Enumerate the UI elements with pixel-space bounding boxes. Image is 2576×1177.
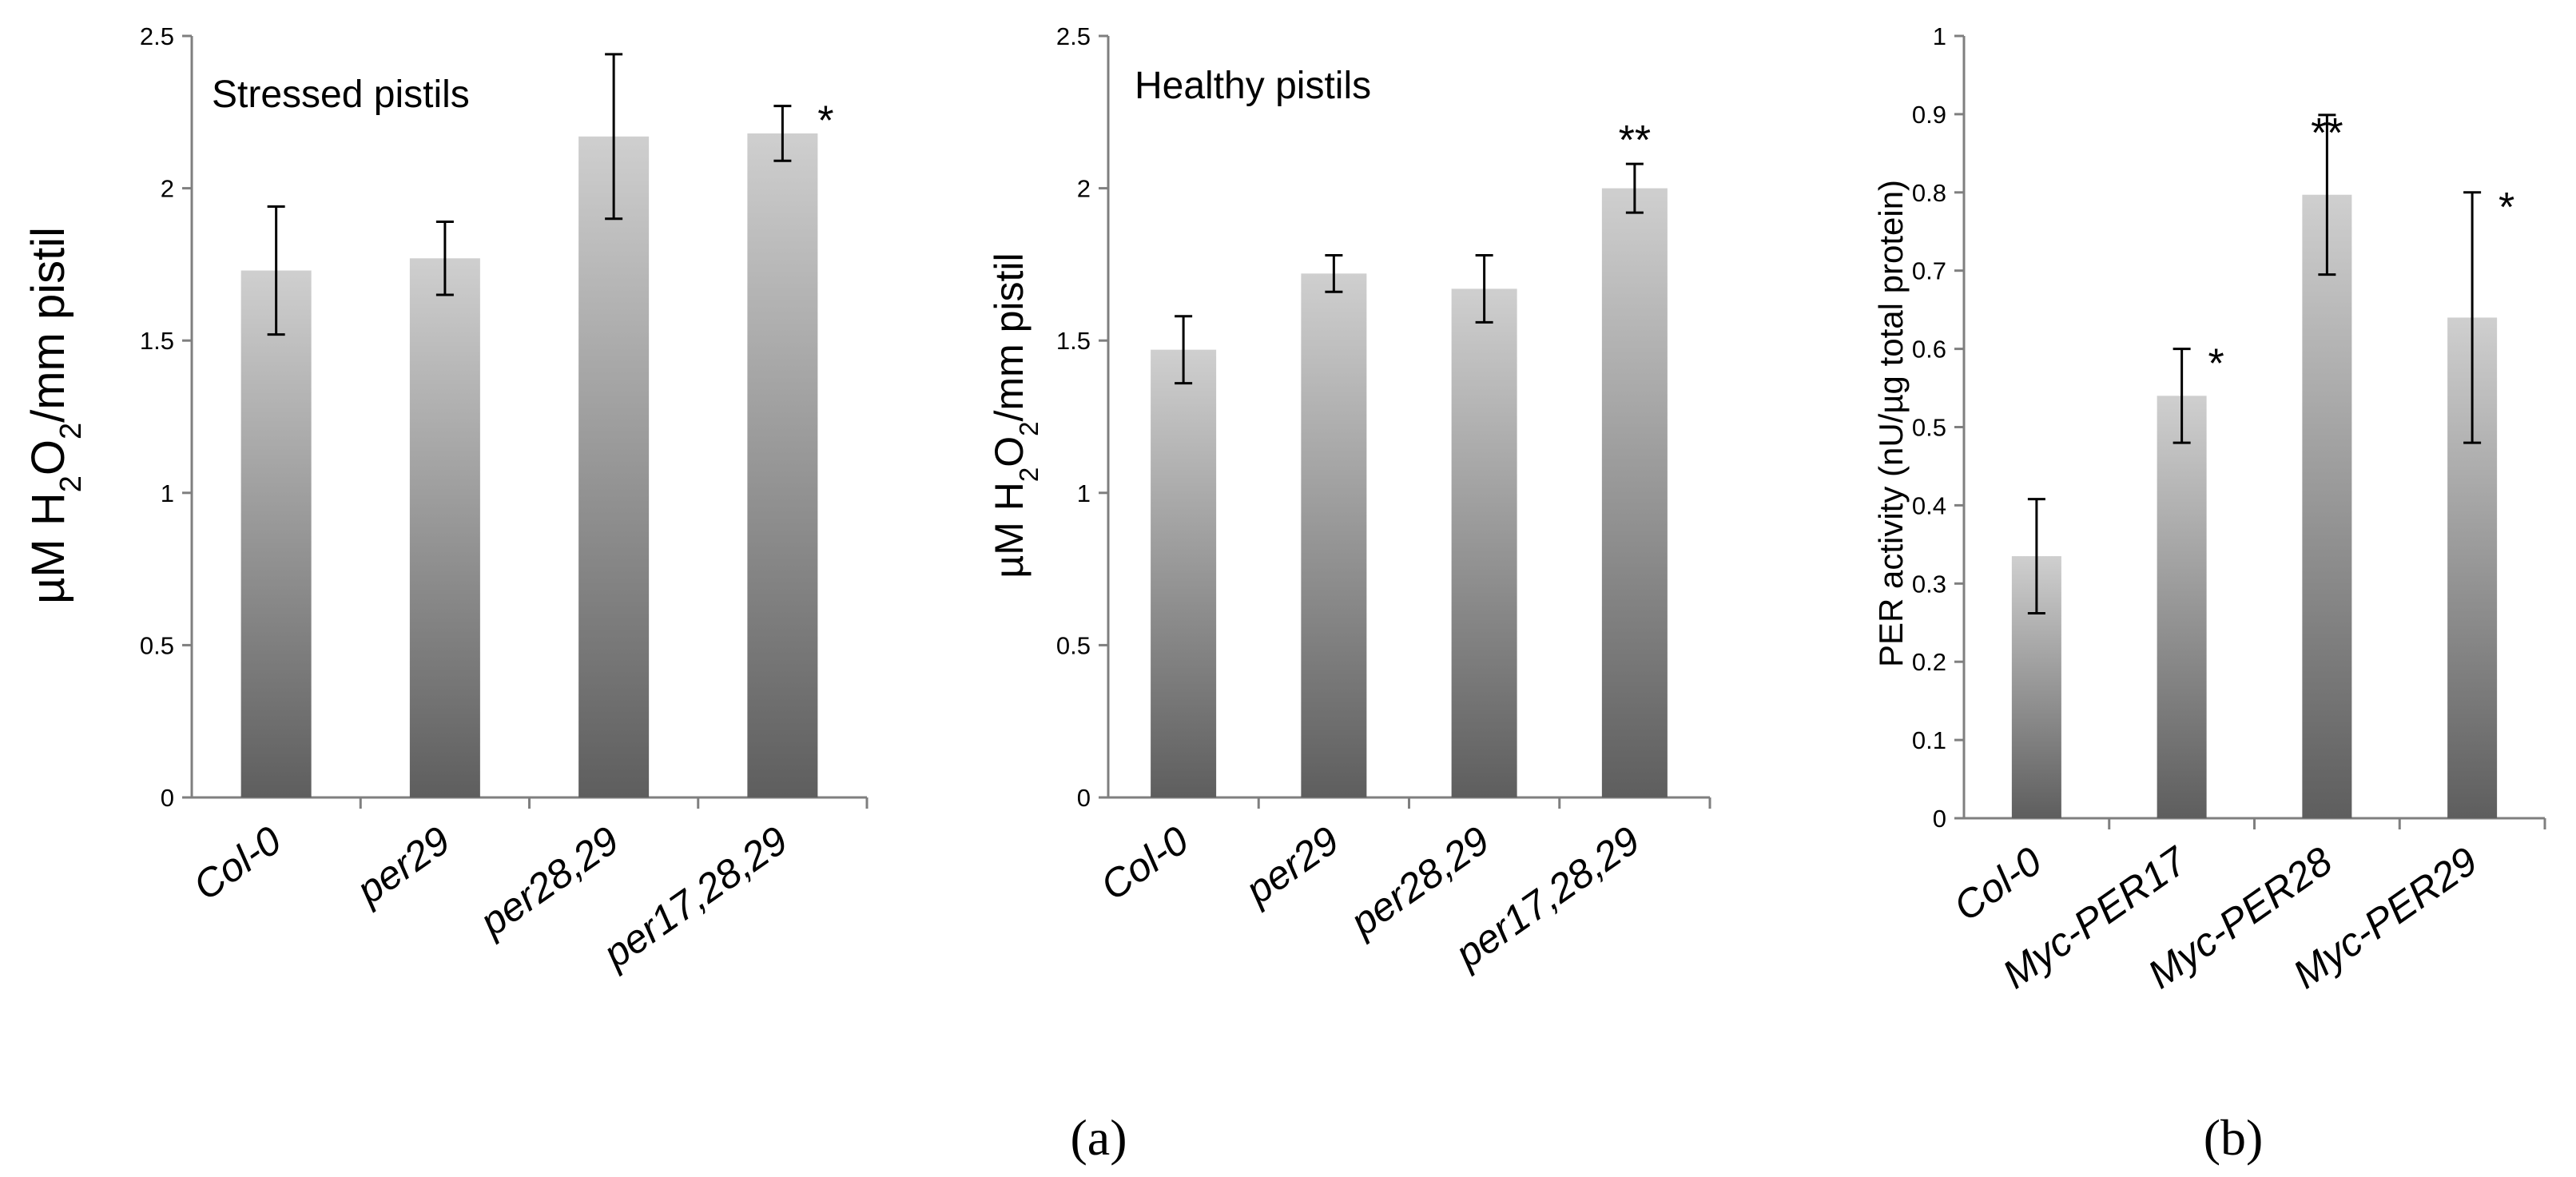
y-tick-label: 0.8 bbox=[1912, 179, 1946, 207]
bar bbox=[2157, 396, 2207, 819]
chart-title: Stressed pistils bbox=[212, 74, 470, 116]
bar bbox=[2302, 194, 2352, 818]
y-tick-label: 1.5 bbox=[1056, 327, 1091, 355]
significance-marker: * bbox=[2208, 341, 2224, 388]
bar bbox=[409, 258, 480, 797]
bar bbox=[241, 270, 312, 797]
y-tick-label: 2 bbox=[1077, 175, 1091, 203]
y-axis-label-subscript: 2 bbox=[1014, 422, 1044, 436]
y-tick-label: 0.5 bbox=[140, 631, 174, 659]
x-category-label: Col-0 bbox=[1092, 817, 1196, 909]
y-tick-label: 0.5 bbox=[1056, 631, 1091, 659]
y-axis-label-subscript: 2 bbox=[54, 475, 88, 492]
y-tick-label: 0.3 bbox=[1912, 570, 1946, 598]
y-axis-label-part: /mm pistil bbox=[987, 252, 1032, 421]
y-tick-label: 0.6 bbox=[1912, 336, 1946, 364]
bar bbox=[578, 136, 650, 797]
x-category-label: per29 bbox=[1236, 817, 1347, 913]
bar bbox=[1301, 273, 1367, 797]
bar bbox=[1451, 288, 1517, 797]
y-tick-label: 2.5 bbox=[1056, 22, 1091, 50]
y-axis-label-subscript: 2 bbox=[1014, 467, 1044, 482]
y-tick-label: 0.4 bbox=[1912, 491, 1946, 519]
x-category-label: Col-0 bbox=[185, 817, 289, 909]
y-axis-label: µM H2O2/mm pistil bbox=[987, 252, 1044, 578]
significance-marker: ** bbox=[2311, 110, 2343, 157]
y-tick-label: 1.5 bbox=[140, 327, 174, 355]
y-tick-label: 1 bbox=[1933, 22, 1946, 50]
y-tick-label: 0 bbox=[1933, 805, 1946, 833]
y-axis-label-part: O bbox=[987, 436, 1032, 467]
significance-marker: ** bbox=[1619, 117, 1651, 164]
x-category-label: per17,28,29 bbox=[594, 817, 795, 977]
bar bbox=[1151, 349, 1217, 797]
y-tick-label: 0 bbox=[1077, 784, 1091, 812]
y-axis-label-part: µM H bbox=[987, 482, 1032, 578]
y-tick-label: 0.9 bbox=[1912, 101, 1946, 129]
y-axis-label-part: O bbox=[22, 439, 74, 475]
y-tick-label: 0.2 bbox=[1912, 648, 1946, 676]
chart-per-activity: 00.10.20.30.40.50.60.70.80.91Col-0*Myc-P… bbox=[1872, 22, 2546, 997]
panel-label-b: (b) bbox=[2204, 1109, 2264, 1166]
y-tick-label: 1 bbox=[161, 479, 174, 507]
chart-stressed-pistils: 0 0.5 1 1.5 2 2.5 Col-0 per29 per28,29 * per17,28,… bbox=[22, 22, 869, 977]
y-tick-label: 0.7 bbox=[1912, 257, 1946, 285]
x-category-label: per28,29 bbox=[471, 817, 626, 945]
bar bbox=[1601, 188, 1668, 798]
y-tick-label: 0.5 bbox=[1912, 414, 1946, 442]
y-axis-label: µM H2O2/mm pistil bbox=[22, 227, 88, 604]
y-tick-label: 0.1 bbox=[1912, 726, 1946, 754]
x-category-label: Col-0 bbox=[1946, 838, 2049, 930]
y-tick-label: 1 bbox=[1077, 479, 1091, 507]
panel-label-a: (a) bbox=[1070, 1109, 1127, 1166]
y-tick-label: 2.5 bbox=[140, 22, 174, 50]
significance-marker: * bbox=[817, 98, 833, 145]
y-axis-label-part: /mm pistil bbox=[22, 227, 74, 423]
y-tick-label: 2 bbox=[161, 175, 174, 203]
bar bbox=[747, 133, 818, 797]
y-axis-label-subscript: 2 bbox=[54, 423, 88, 439]
significance-marker: * bbox=[2498, 185, 2514, 231]
y-axis-label: PER activity (nU/µg total protein) bbox=[1872, 180, 1910, 667]
y-axis-label-part: µM H bbox=[22, 492, 74, 604]
y-tick-label: 0 bbox=[161, 784, 174, 812]
chart-title: Healthy pistils bbox=[1135, 65, 1371, 107]
x-category-label: per29 bbox=[348, 817, 459, 913]
